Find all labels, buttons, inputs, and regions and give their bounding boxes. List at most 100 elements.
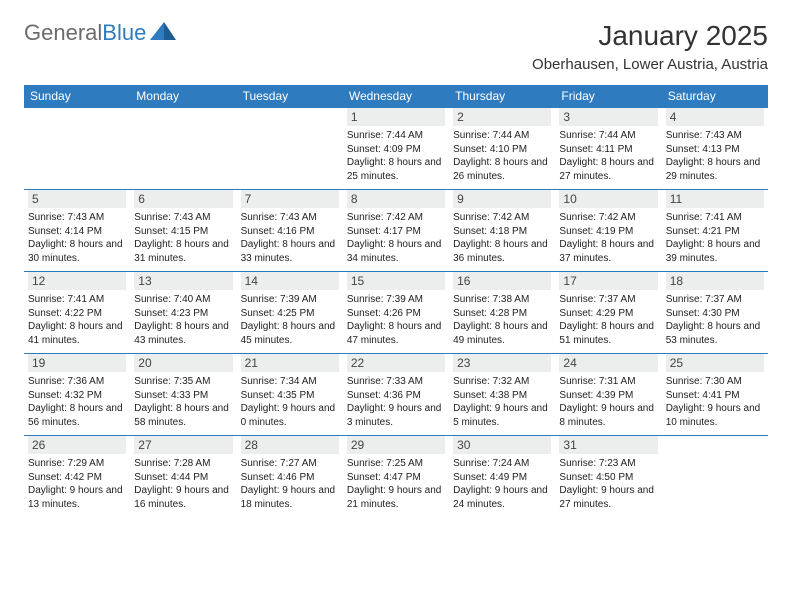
logo: GeneralBlue [24, 20, 176, 46]
day-number [241, 108, 339, 112]
daylight-text: Daylight: 8 hours and 33 minutes. [241, 238, 339, 265]
sunrise-text: Sunrise: 7:35 AM [134, 375, 232, 389]
day-info: Sunrise: 7:44 AMSunset: 4:09 PMDaylight:… [347, 129, 445, 183]
day-number: 22 [347, 354, 445, 372]
sunrise-text: Sunrise: 7:43 AM [666, 129, 764, 143]
day-cell: 3 Sunrise: 7:44 AMSunset: 4:11 PMDaylight… [555, 108, 661, 190]
daylight-text: Daylight: 9 hours and 3 minutes. [347, 402, 445, 429]
sunset-text: Sunset: 4:35 PM [241, 389, 339, 403]
sunset-text: Sunset: 4:29 PM [559, 307, 657, 321]
day-cell: 20Sunrise: 7:35 AMSunset: 4:33 PMDayligh… [130, 354, 236, 436]
daylight-text: Daylight: 8 hours and 26 minutes. [453, 156, 551, 183]
sunset-text: Sunset: 4:11 PM [559, 143, 657, 157]
sunset-text: Sunset: 4:22 PM [28, 307, 126, 321]
day-cell: 19Sunrise: 7:36 AMSunset: 4:32 PMDayligh… [24, 354, 130, 436]
sunset-text: Sunset: 4:36 PM [347, 389, 445, 403]
day-number [28, 108, 126, 112]
daylight-text: Daylight: 8 hours and 34 minutes. [347, 238, 445, 265]
sunrise-text: Sunrise: 7:25 AM [347, 457, 445, 471]
month-title: January 2025 [532, 20, 768, 52]
day-info: Sunrise: 7:35 AMSunset: 4:33 PMDaylight:… [134, 375, 232, 429]
sunset-text: Sunset: 4:14 PM [28, 225, 126, 239]
daylight-text: Daylight: 9 hours and 21 minutes. [347, 484, 445, 511]
day-header: Saturday [662, 85, 768, 108]
sunset-text: Sunset: 4:23 PM [134, 307, 232, 321]
day-header: Tuesday [237, 85, 343, 108]
day-number: 27 [134, 436, 232, 454]
day-cell: 6Sunrise: 7:43 AMSunset: 4:15 PMDaylight… [130, 190, 236, 272]
sunrise-text: Sunrise: 7:39 AM [241, 293, 339, 307]
day-number: 26 [28, 436, 126, 454]
day-cell: 27 Sunrise: 7:28 AMSunset: 4:44 PMDayligh… [130, 436, 236, 517]
daylight-text: Daylight: 8 hours and 25 minutes. [347, 156, 445, 183]
week-row: 19Sunrise: 7:36 AMSunset: 4:32 PMDayligh… [24, 354, 768, 436]
day-number: 15 [347, 272, 445, 290]
day-cell: 12Sunrise: 7:41 AMSunset: 4:22 PMDayligh… [24, 272, 130, 354]
sunrise-text: Sunrise: 7:42 AM [347, 211, 445, 225]
daylight-text: Daylight: 8 hours and 49 minutes. [453, 320, 551, 347]
sunset-text: Sunset: 4:32 PM [28, 389, 126, 403]
sunset-text: Sunset: 4:21 PM [666, 225, 764, 239]
day-cell: 29Sunrise: 7:25 AMSunset: 4:47 PMDayligh… [343, 436, 449, 517]
logo-text-blue: Blue [102, 20, 146, 45]
sunset-text: Sunset: 4:28 PM [453, 307, 551, 321]
day-info: Sunrise: 7:40 AMSunset: 4:23 PMDaylight:… [134, 293, 232, 347]
daylight-text: Daylight: 8 hours and 56 minutes. [28, 402, 126, 429]
sunrise-text: Sunrise: 7:41 AM [666, 211, 764, 225]
day-info: Sunrise: 7:39 AMSunset: 4:25 PMDaylight:… [241, 293, 339, 347]
day-number: 16 [453, 272, 551, 290]
logo-text-general: General [24, 20, 102, 45]
daylight-text: Daylight: 8 hours and 37 minutes. [559, 238, 657, 265]
day-cell: 31Sunrise: 7:23 AMSunset: 4:50 PMDayligh… [555, 436, 661, 517]
sunrise-text: Sunrise: 7:33 AM [347, 375, 445, 389]
calendar-table: SundayMondayTuesdayWednesdayThursdayFrid… [24, 85, 768, 517]
day-info: Sunrise: 7:42 AMSunset: 4:19 PMDaylight:… [559, 211, 657, 265]
sunset-text: Sunset: 4:18 PM [453, 225, 551, 239]
sunrise-text: Sunrise: 7:39 AM [347, 293, 445, 307]
daylight-text: Daylight: 8 hours and 51 minutes. [559, 320, 657, 347]
day-info: Sunrise: 7:43 AMSunset: 4:16 PMDaylight:… [241, 211, 339, 265]
daylight-text: Daylight: 9 hours and 10 minutes. [666, 402, 764, 429]
day-info: Sunrise: 7:28 AMSunset: 4:44 PMDaylight:… [134, 457, 232, 511]
day-number: 23 [453, 354, 551, 372]
day-cell: 22 Sunrise: 7:33 AMSunset: 4:36 PMDayligh… [343, 354, 449, 436]
day-number: 21 [241, 354, 339, 372]
sunrise-text: Sunrise: 7:44 AM [453, 129, 551, 143]
day-cell [662, 436, 768, 517]
sunset-text: Sunset: 4:09 PM [347, 143, 445, 157]
day-info: Sunrise: 7:42 AMSunset: 4:17 PMDaylight:… [347, 211, 445, 265]
day-info: Sunrise: 7:29 AMSunset: 4:42 PMDaylight:… [28, 457, 126, 511]
sunrise-text: Sunrise: 7:24 AM [453, 457, 551, 471]
sunrise-text: Sunrise: 7:31 AM [559, 375, 657, 389]
sunrise-text: Sunrise: 7:43 AM [28, 211, 126, 225]
day-cell: 16Sunrise: 7:38 AMSunset: 4:28 PMDayligh… [449, 272, 555, 354]
day-info: Sunrise: 7:44 AMSunset: 4:10 PMDaylight:… [453, 129, 551, 183]
sunset-text: Sunset: 4:41 PM [666, 389, 764, 403]
day-cell: 24Sunrise: 7:31 AMSunset: 4:39 PMDayligh… [555, 354, 661, 436]
sunrise-text: Sunrise: 7:43 AM [241, 211, 339, 225]
day-cell [24, 108, 130, 190]
day-cell: 30Sunrise: 7:24 AMSunset: 4:49 PMDayligh… [449, 436, 555, 517]
sunrise-text: Sunrise: 7:30 AM [666, 375, 764, 389]
daylight-text: Daylight: 8 hours and 31 minutes. [134, 238, 232, 265]
day-header: Wednesday [343, 85, 449, 108]
day-info: Sunrise: 7:42 AMSunset: 4:18 PMDaylight:… [453, 211, 551, 265]
sunrise-text: Sunrise: 7:42 AM [453, 211, 551, 225]
day-cell: 4Sunrise: 7:43 AMSunset: 4:13 PMDaylight… [662, 108, 768, 190]
daylight-text: Daylight: 8 hours and 41 minutes. [28, 320, 126, 347]
daylight-text: Daylight: 9 hours and 5 minutes. [453, 402, 551, 429]
daylight-text: Daylight: 8 hours and 30 minutes. [28, 238, 126, 265]
sunrise-text: Sunrise: 7:44 AM [559, 129, 657, 143]
day-cell: 8Sunrise: 7:42 AMSunset: 4:17 PMDaylight… [343, 190, 449, 272]
day-number: 1 [347, 108, 445, 126]
week-row: 1Sunrise: 7:44 AMSunset: 4:09 PMDaylight… [24, 108, 768, 190]
daylight-text: Daylight: 9 hours and 24 minutes. [453, 484, 551, 511]
day-cell: 23Sunrise: 7:32 AMSunset: 4:38 PMDayligh… [449, 354, 555, 436]
day-number: 3 [559, 108, 657, 126]
sunset-text: Sunset: 4:16 PM [241, 225, 339, 239]
day-number: 19 [28, 354, 126, 372]
day-number: 4 [666, 108, 764, 126]
day-info: Sunrise: 7:44 AMSunset: 4:11 PMDaylight:… [559, 129, 657, 183]
daylight-text: Daylight: 9 hours and 8 minutes. [559, 402, 657, 429]
day-cell: 11Sunrise: 7:41 AMSunset: 4:21 PMDayligh… [662, 190, 768, 272]
